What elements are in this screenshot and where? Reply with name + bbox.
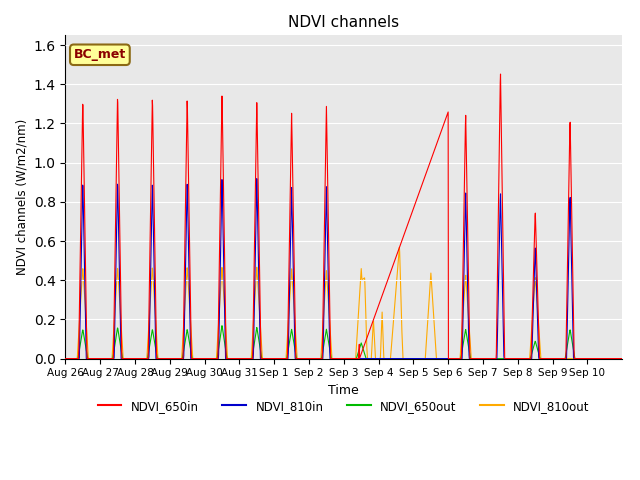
Y-axis label: NDVI channels (W/m2/nm): NDVI channels (W/m2/nm) bbox=[15, 119, 28, 275]
NDVI_650out bbox=[333, 356, 340, 361]
Title: NDVI channels: NDVI channels bbox=[288, 15, 399, 30]
Text: BC_met: BC_met bbox=[74, 48, 126, 61]
NDVI_650in bbox=[61, 356, 69, 361]
NDVI_650out bbox=[500, 356, 508, 361]
Line: NDVI_650in: NDVI_650in bbox=[65, 74, 622, 359]
NDVI_650in bbox=[500, 323, 508, 328]
NDVI_650out bbox=[318, 355, 326, 360]
NDVI_810out bbox=[618, 356, 626, 361]
X-axis label: Time: Time bbox=[328, 384, 359, 397]
NDVI_810out bbox=[332, 356, 340, 361]
NDVI_650out bbox=[602, 356, 610, 361]
NDVI_810in bbox=[602, 356, 610, 361]
NDVI_650out bbox=[618, 356, 626, 361]
NDVI_650out bbox=[61, 356, 69, 361]
NDVI_650in bbox=[90, 356, 98, 361]
NDVI_650in bbox=[332, 356, 340, 361]
NDVI_810out bbox=[602, 356, 610, 361]
NDVI_810in bbox=[253, 176, 260, 181]
NDVI_810in bbox=[318, 356, 326, 361]
NDVI_650out bbox=[602, 356, 610, 361]
NDVI_650in bbox=[602, 356, 610, 361]
NDVI_650out bbox=[218, 323, 226, 329]
Line: NDVI_810out: NDVI_810out bbox=[65, 247, 622, 359]
NDVI_810in bbox=[90, 356, 98, 361]
NDVI_810out bbox=[396, 244, 403, 250]
NDVI_810out bbox=[317, 347, 325, 353]
NDVI_810out bbox=[602, 356, 610, 361]
NDVI_810in bbox=[500, 356, 508, 361]
NDVI_810in bbox=[61, 356, 69, 361]
NDVI_810out bbox=[90, 356, 98, 361]
NDVI_650in bbox=[317, 356, 325, 361]
NDVI_810in bbox=[618, 356, 626, 361]
NDVI_810out bbox=[61, 356, 69, 361]
Line: NDVI_650out: NDVI_650out bbox=[65, 326, 622, 359]
Legend: NDVI_650in, NDVI_810in, NDVI_650out, NDVI_810out: NDVI_650in, NDVI_810in, NDVI_650out, NDV… bbox=[93, 395, 595, 417]
NDVI_810in bbox=[602, 356, 610, 361]
NDVI_650in bbox=[497, 71, 504, 77]
NDVI_810out bbox=[500, 356, 508, 361]
NDVI_650in bbox=[618, 356, 626, 361]
NDVI_650out bbox=[90, 356, 98, 361]
Line: NDVI_810in: NDVI_810in bbox=[65, 179, 622, 359]
NDVI_650in bbox=[602, 356, 610, 361]
NDVI_810in bbox=[333, 356, 340, 361]
